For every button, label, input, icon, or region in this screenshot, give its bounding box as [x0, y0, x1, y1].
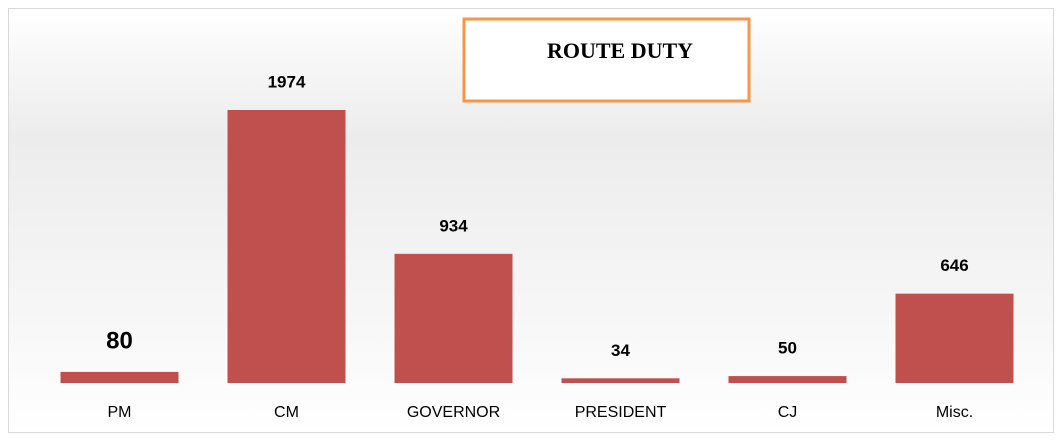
data-label: 934: [439, 216, 468, 235]
data-label: 34: [611, 341, 630, 360]
bar: [394, 253, 513, 383]
bar: [227, 110, 346, 383]
x-tick-label: PM: [108, 404, 132, 421]
x-tick-label: Misc.: [936, 404, 973, 421]
data-label: 80: [106, 327, 133, 354]
title-box: [462, 17, 751, 103]
data-label: 50: [778, 339, 797, 358]
chart-title: ROUTE DUTY: [547, 38, 693, 63]
x-tick-label: PRESIDENT: [575, 404, 667, 421]
x-tick-label: GOVERNOR: [407, 404, 500, 421]
data-label: 1974: [268, 72, 306, 91]
x-tick-label: CM: [274, 404, 299, 421]
bar: [728, 376, 847, 383]
data-label: 646: [940, 256, 968, 275]
x-tick-label: CJ: [778, 404, 798, 421]
bar: [895, 293, 1014, 383]
bar: [60, 371, 179, 383]
bar: [561, 378, 680, 383]
